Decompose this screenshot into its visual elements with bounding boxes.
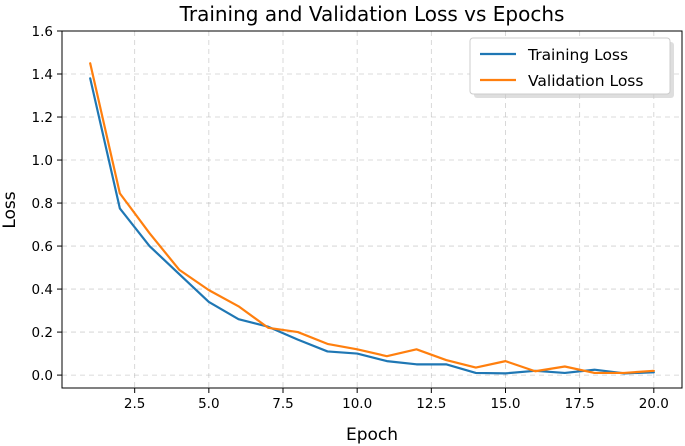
x-tick-label: 15.0	[490, 396, 520, 412]
x-tick-label: 7.5	[272, 396, 293, 412]
series-layer	[89, 62, 655, 375]
y-tick-label: 1.0	[32, 153, 53, 169]
y-tick-label: 0.8	[32, 196, 53, 212]
legend-box	[469, 37, 671, 95]
x-tick-label: 17.5	[565, 396, 595, 412]
validation-loss-line	[89, 62, 655, 375]
y-axis-ticks: 0.0 0.2 0.4 0.6 0.8 1.0 1.2 1.4 1.6	[32, 24, 62, 384]
y-tick-label: 1.2	[32, 110, 53, 126]
y-tick-label: 0.0	[32, 368, 53, 384]
y-axis-label: Loss	[0, 191, 20, 228]
legend: Training Loss Validation Loss	[469, 37, 674, 98]
chart-title: Training and Validation Loss vs Epochs	[179, 2, 565, 26]
x-tick-label: 5.0	[198, 396, 219, 412]
x-tick-label: 12.5	[416, 396, 446, 412]
y-tick-label: 1.6	[32, 24, 53, 40]
training-loss-line	[89, 77, 655, 375]
x-tick-label: 2.5	[124, 396, 145, 412]
x-axis-ticks: 2.5 5.0 7.5 10.0 12.5 15.0 17.5 20.0	[124, 388, 669, 412]
y-tick-label: 0.4	[32, 282, 53, 298]
legend-label-training: Training Loss	[527, 46, 628, 64]
legend-label-validation: Validation Loss	[528, 72, 643, 90]
x-tick-label: 10.0	[342, 396, 372, 412]
y-tick-label: 0.6	[32, 239, 53, 255]
x-tick-label: 20.0	[639, 396, 669, 412]
y-tick-label: 0.2	[32, 325, 53, 341]
x-axis-label: Epoch	[346, 425, 398, 445]
plot-area-frame	[61, 30, 683, 389]
y-tick-label: 1.4	[32, 67, 53, 83]
